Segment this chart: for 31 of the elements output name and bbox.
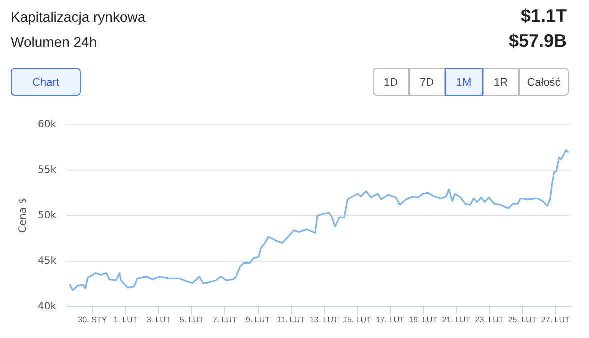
x-tick-label: 15. LUT — [343, 316, 372, 324]
x-tick-label: 7. LUT — [212, 316, 238, 324]
x-tick-label: 25. LUT — [508, 316, 537, 324]
x-tick-label: 13. LUT — [310, 316, 339, 324]
y-tick-label: 55k — [38, 165, 57, 176]
x-tick-label: 1. LUT — [114, 316, 138, 324]
text: Całość — [519, 68, 569, 96]
x-tick-label: 23. LUT — [475, 316, 504, 324]
text: $1.1T — [520, 6, 567, 27]
x-tick-label: 3. LUT — [146, 316, 171, 324]
y-tick-label: 40k — [38, 302, 57, 312]
text: 1M — [445, 68, 483, 96]
x-tick-label: 30. STY — [78, 316, 108, 324]
y-tick-label: 60k — [38, 120, 57, 130]
x-tick-label: 9. LUT — [246, 316, 270, 324]
text: 7D — [409, 68, 445, 96]
text: Kapitalizacja rynkowa — [11, 9, 146, 25]
y-axis-title: Cena $ — [18, 198, 29, 234]
text: Wolumen 24h — [11, 34, 98, 50]
x-tick-label: 21. LUT — [442, 316, 471, 324]
x-tick-label: 5. LUT — [180, 316, 204, 324]
x-tick-label: 19. LUT — [409, 316, 438, 324]
x-tick-label: 11. LUT — [277, 316, 306, 324]
text: 1R — [483, 68, 519, 96]
text: Chart — [11, 68, 81, 96]
text: 1D — [373, 68, 409, 96]
x-tick-label: 17. LUT — [376, 316, 405, 324]
y-tick-label: 50k — [38, 210, 57, 222]
text: $57.9B — [508, 31, 567, 52]
x-tick-label: 27. LUT — [541, 316, 570, 324]
y-tick-label: 45k — [38, 256, 57, 267]
